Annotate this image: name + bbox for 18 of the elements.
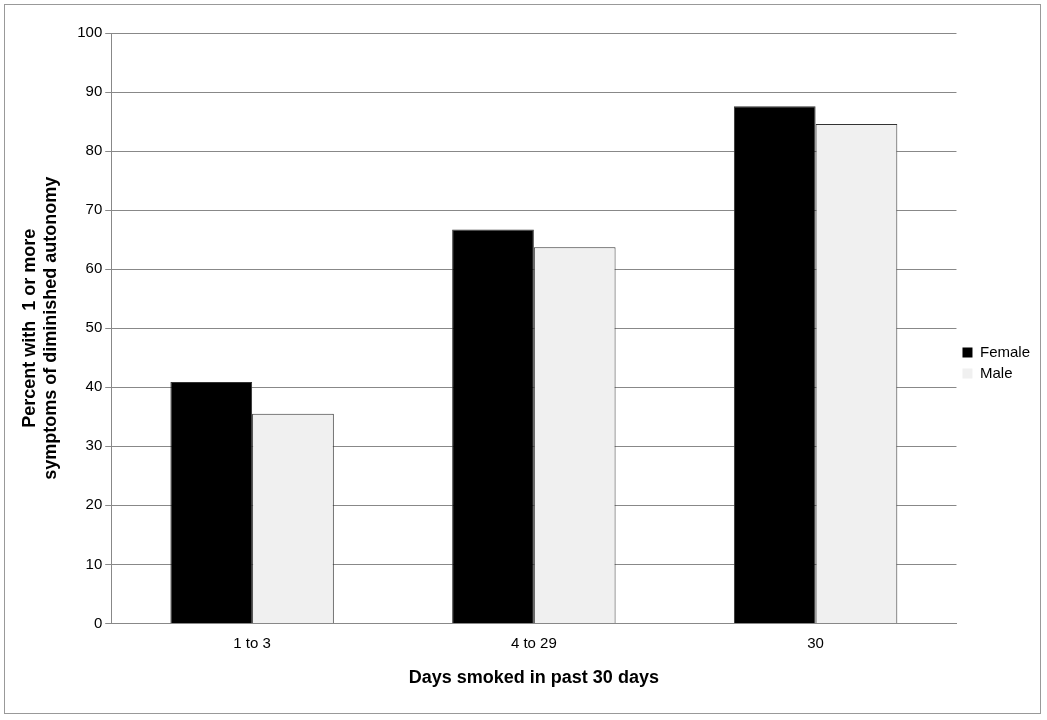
legend-label: Female <box>979 342 1031 360</box>
y-tick-label: 20 <box>85 495 103 513</box>
y-tick-label: 70 <box>85 200 103 218</box>
y-tick-label: 80 <box>85 141 103 159</box>
y-tick-label: 100 <box>77 23 103 41</box>
y-tick-label: 60 <box>85 259 103 277</box>
x-axis-title: Days smoked in past 30 days <box>408 667 659 688</box>
x-tick-label: 30 <box>807 633 824 651</box>
legend-label: Male <box>979 363 1013 381</box>
x-tick-label: 4 to 29 <box>510 633 557 651</box>
y-tick-label: 50 <box>85 318 103 336</box>
x-tick-label: 1 to 3 <box>233 633 271 651</box>
y-tick-label: 90 <box>85 82 103 100</box>
y-axis-title: Percent with 1 or more symptoms of diminished autonomy <box>18 176 61 480</box>
y-tick-label: 0 <box>93 613 103 631</box>
y-tick-label: 10 <box>85 554 103 572</box>
y-tick-label: 30 <box>85 436 103 454</box>
y-tick-label: 40 <box>85 377 103 395</box>
